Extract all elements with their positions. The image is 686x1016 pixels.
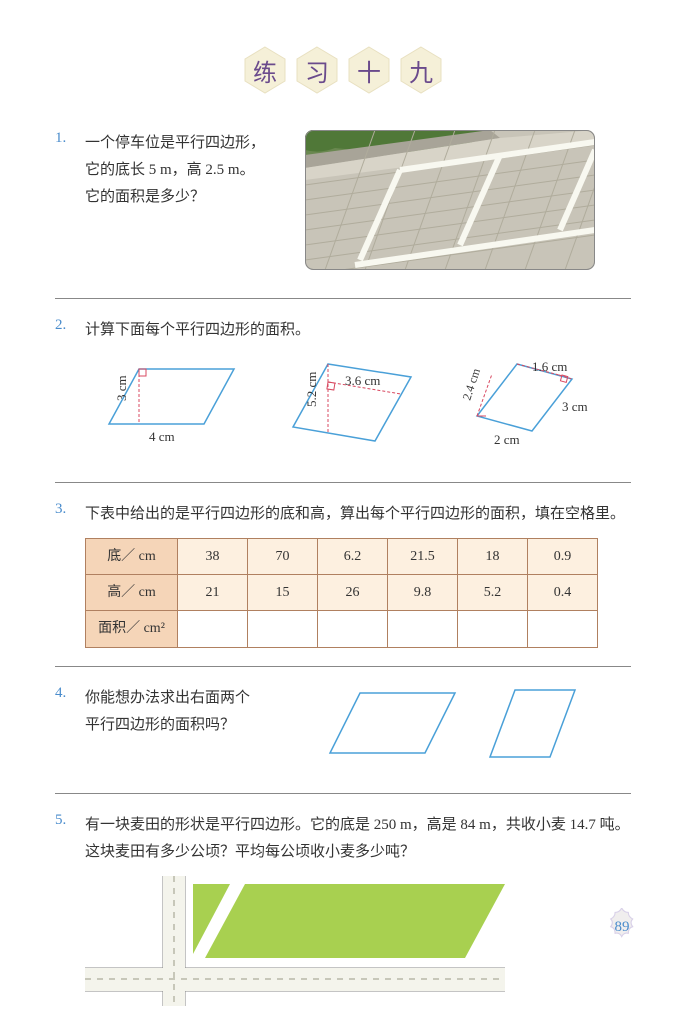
svg-text:2 cm: 2 cm xyxy=(494,432,520,447)
tbl-r2c4: 9.8 xyxy=(388,575,458,611)
divider-2 xyxy=(55,482,631,483)
tbl-r3c6 xyxy=(528,611,598,647)
tbl-r1-label: 底／ cm xyxy=(86,539,178,575)
divider-1 xyxy=(55,298,631,299)
p4-number: 4. xyxy=(55,685,85,775)
tbl-r3c3 xyxy=(318,611,388,647)
svg-text:2.4 cm: 2.4 cm xyxy=(462,366,483,402)
p3-text: 下表中给出的是平行四边形的底和高，算出每个平行四边形的面积，填在空格里。 xyxy=(85,501,631,528)
svg-text:4 cm: 4 cm xyxy=(149,429,175,444)
p4-shapes xyxy=(325,685,595,775)
p5-number: 5. xyxy=(55,812,85,1016)
svg-text:5.2 cm: 5.2 cm xyxy=(304,372,319,407)
p1-line3: 它的面积是多少？ xyxy=(85,184,285,211)
problem-4: 4. 你能想办法求出右面两个 平行四边形的面积吗？ xyxy=(55,685,631,775)
title-hex-4: 九 xyxy=(399,45,443,95)
p2-shape3: 1.6 cm 2.4 cm 3 cm 2 cm xyxy=(462,359,612,454)
svg-text:3 cm: 3 cm xyxy=(562,399,588,414)
title-char-4: 九 xyxy=(409,53,433,88)
problem-5: 5. 有一块麦田的形状是平行四边形。它的底是 250 m，高是 84 m，共收小… xyxy=(55,812,631,1016)
tbl-r3c2 xyxy=(248,611,318,647)
tbl-r3c1 xyxy=(178,611,248,647)
tbl-r2c5: 5.2 xyxy=(458,575,528,611)
p5-illustration xyxy=(85,876,631,1016)
p1-line2: 它的底长 5 m，高 2.5 m。 xyxy=(85,157,285,184)
p5-text: 有一块麦田的形状是平行四边形。它的底是 250 m，高是 84 m，共收小麦 1… xyxy=(85,812,631,866)
tbl-r3-label: 面积／ cm² xyxy=(86,611,178,647)
p2-shapes: 3 cm 4 cm 5.2 cm 3.6 cm 1.6 cm xyxy=(85,359,631,454)
tbl-r2c6: 0.4 xyxy=(528,575,598,611)
title-row: 练 习 十 九 xyxy=(55,45,631,95)
svg-text:1.6 cm: 1.6 cm xyxy=(532,359,567,374)
problem-2: 2. 计算下面每个平行四边形的面积。 3 cm 4 cm 5.2 cm 3.6 … xyxy=(55,317,631,464)
tbl-r1c6: 0.9 xyxy=(528,539,598,575)
tbl-r1c1: 38 xyxy=(178,539,248,575)
p1-number: 1. xyxy=(55,130,85,280)
p4-line2: 平行四边形的面积吗？ xyxy=(85,712,295,739)
problem-1: 1. 一个停车位是平行四边形， 它的底长 5 m，高 2.5 m。 它的面积是多… xyxy=(55,130,631,280)
p1-illustration xyxy=(305,130,595,280)
page-number: 89 xyxy=(615,919,630,936)
p3-number: 3. xyxy=(55,501,85,648)
tbl-r1c3: 6.2 xyxy=(318,539,388,575)
p2-shape2: 5.2 cm 3.6 cm xyxy=(283,359,423,454)
p3-table: 底／ cm 38 70 6.2 21.5 18 0.9 高／ cm 21 15 … xyxy=(85,538,598,648)
page-number-badge: 89 xyxy=(603,908,641,946)
p4-text: 你能想办法求出右面两个 平行四边形的面积吗？ xyxy=(85,685,295,775)
p2-number: 2. xyxy=(55,317,85,464)
p1-text: 一个停车位是平行四边形， 它的底长 5 m，高 2.5 m。 它的面积是多少？ xyxy=(85,130,285,280)
p4-line1: 你能想办法求出右面两个 xyxy=(85,685,295,712)
tbl-r2-label: 高／ cm xyxy=(86,575,178,611)
divider-3 xyxy=(55,666,631,667)
tbl-r2c2: 15 xyxy=(248,575,318,611)
tbl-r2c1: 21 xyxy=(178,575,248,611)
tbl-r3c4 xyxy=(388,611,458,647)
title-hex-3: 十 xyxy=(347,45,391,95)
title-char-3: 十 xyxy=(357,53,381,88)
title-char-1: 练 xyxy=(253,53,277,88)
p1-line1: 一个停车位是平行四边形， xyxy=(85,130,285,157)
p2-shape1: 3 cm 4 cm xyxy=(104,359,244,454)
tbl-r2c3: 26 xyxy=(318,575,388,611)
svg-text:3.6 cm: 3.6 cm xyxy=(345,373,380,388)
problem-3: 3. 下表中给出的是平行四边形的底和高，算出每个平行四边形的面积，填在空格里。 … xyxy=(55,501,631,648)
tbl-r1c4: 21.5 xyxy=(388,539,458,575)
title-hex-2: 习 xyxy=(295,45,339,95)
title-hex-1: 练 xyxy=(243,45,287,95)
tbl-r1c2: 70 xyxy=(248,539,318,575)
tbl-r3c5 xyxy=(458,611,528,647)
p2-text: 计算下面每个平行四边形的面积。 xyxy=(85,317,631,344)
divider-4 xyxy=(55,793,631,794)
title-char-2: 习 xyxy=(305,53,329,88)
tbl-r1c5: 18 xyxy=(458,539,528,575)
svg-text:3 cm: 3 cm xyxy=(114,375,129,401)
